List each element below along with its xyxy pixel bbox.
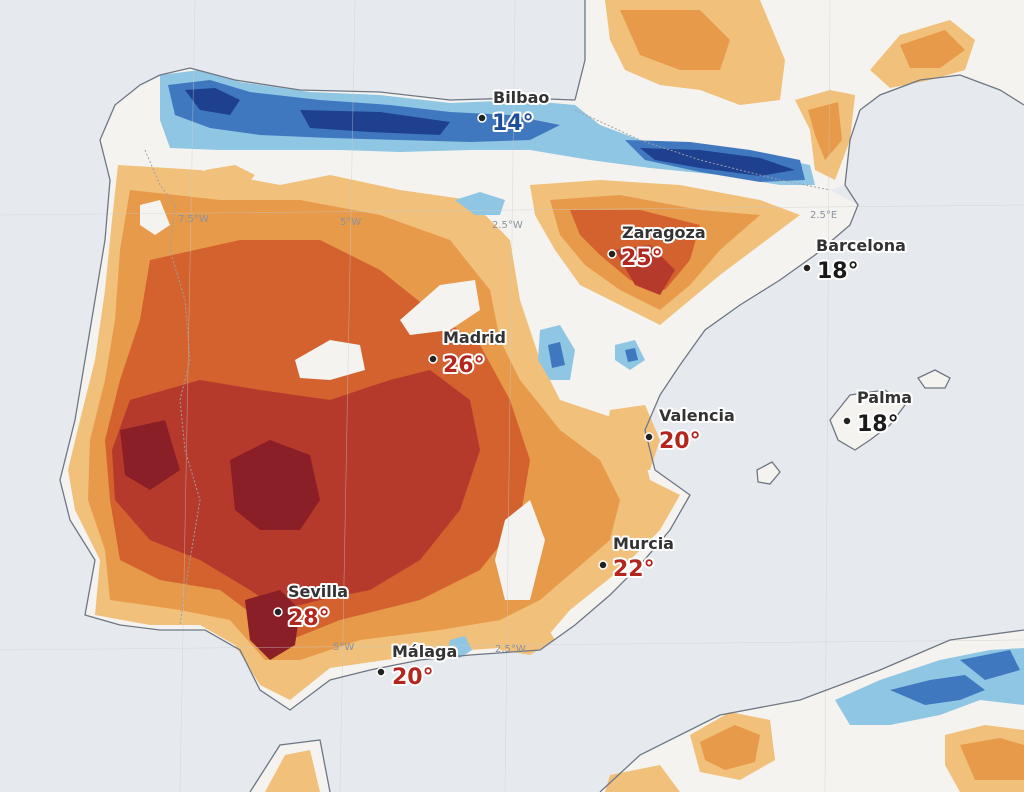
land-mallorca — [830, 390, 905, 450]
city-murcia[interactable]: Murcia 22° — [598, 532, 676, 584]
city-name: Murcia — [613, 534, 674, 553]
city-temperature: 22° — [613, 557, 655, 582]
city-marker[interactable] — [477, 113, 487, 123]
city-marker[interactable] — [273, 607, 283, 617]
grid-label: 2.5°W — [492, 220, 523, 231]
city-zaragoza[interactable]: Zaragoza 25° — [607, 221, 708, 273]
grid-label: 5°W — [333, 642, 354, 653]
city-temperature: 20° — [659, 429, 701, 454]
city-name: Madrid — [443, 328, 506, 347]
city-temperature: 28° — [288, 606, 330, 631]
land-east — [1000, 10, 1024, 70]
city-name: Bilbao — [493, 88, 549, 107]
city-palma[interactable]: Palma 18° — [842, 386, 914, 439]
city-name: Málaga — [392, 642, 457, 661]
city-marker[interactable] — [842, 416, 852, 426]
city-temperature: 18° — [857, 412, 899, 437]
city-barcelona[interactable]: Barcelona 18° — [802, 234, 908, 286]
coastlines — [59, 0, 1024, 792]
grid-labels: 7.5°W 5°W 2.5°W 2.5°E 5°W 2.5°W — [178, 210, 837, 655]
city-marker[interactable] — [428, 354, 438, 364]
city-temperature: 14° — [492, 111, 534, 136]
borders — [144, 109, 831, 626]
city-name: Sevilla — [288, 582, 348, 601]
grid-label: 7.5°W — [178, 214, 209, 225]
city-marker[interactable] — [376, 667, 386, 677]
city-malaga[interactable]: Málaga 20° — [376, 640, 459, 692]
city-marker[interactable] — [607, 249, 617, 259]
city-valencia[interactable]: Valencia 20° — [644, 404, 737, 456]
city-temperature: 20° — [392, 665, 434, 690]
city-marker[interactable] — [802, 263, 812, 273]
city-name: Barcelona — [816, 236, 906, 255]
city-sevilla[interactable]: Sevilla 28° — [273, 580, 350, 633]
city-temperature: 26° — [443, 353, 485, 378]
grid-label: 2.5°W — [495, 644, 526, 655]
city-temperature: 25° — [621, 246, 663, 271]
city-name: Zaragoza — [622, 223, 706, 242]
city-marker[interactable] — [598, 560, 608, 570]
city-marker[interactable] — [644, 432, 654, 442]
city-temperature: 18° — [817, 259, 859, 284]
grid-label: 2.5°E — [810, 210, 837, 221]
grid-label: 5°W — [340, 217, 361, 228]
city-name: Palma — [857, 388, 912, 407]
city-madrid[interactable]: Madrid 26° — [428, 326, 508, 380]
city-bilbao[interactable]: Bilbao 14° — [477, 86, 551, 138]
temperature-field — [68, 0, 1024, 792]
city-name: Valencia — [659, 406, 735, 425]
